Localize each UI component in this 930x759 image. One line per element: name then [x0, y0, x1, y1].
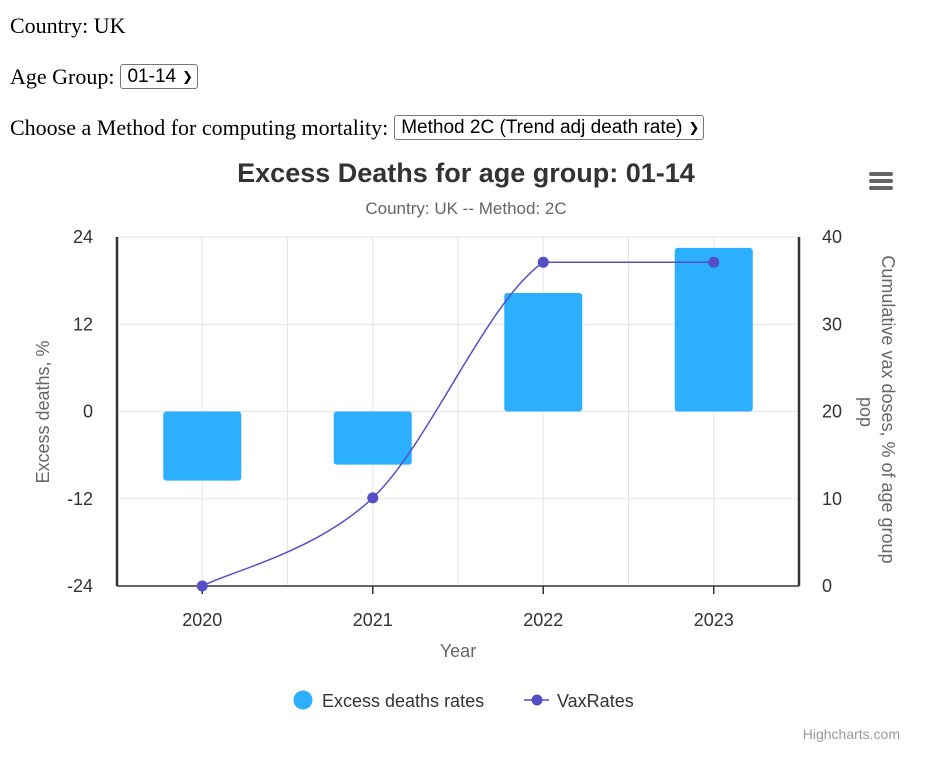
y2-tick-label: 40	[822, 227, 842, 247]
bar-series	[163, 247, 753, 481]
y-tick-label: 0	[83, 402, 93, 422]
axes	[115, 237, 801, 594]
chevron-down-icon: ❯	[182, 69, 193, 85]
y2-tick-label: 10	[822, 489, 842, 509]
y-tick-label: 24	[73, 227, 93, 247]
method-row: Choose a Method for computing mortality:…	[10, 113, 705, 141]
age-group-label: Age Group:	[10, 63, 115, 89]
age-group-value: 01-14	[127, 66, 177, 88]
y2-tick-label: 30	[822, 314, 842, 334]
y-tick-label: -12	[67, 489, 93, 509]
legend: Excess deaths rates VaxRates	[293, 690, 634, 712]
country-label: Country: UK	[10, 12, 126, 38]
x-tick-label: 2021	[353, 610, 393, 630]
vax-point-2021	[367, 492, 379, 504]
chevron-down-icon: ❯	[688, 120, 700, 136]
y-tick-label: -24	[67, 576, 93, 596]
tick-labels: 24 12 0 -12 -24 40 30 20 10 0 2020 2021 2022 2023	[67, 227, 842, 630]
y-axis-label: Excess deaths, %	[33, 340, 53, 483]
y2-axis-label-line1: Cumulative vax doses, % of age group	[878, 255, 898, 563]
y2-axis-label-line2: pop	[856, 397, 876, 427]
legend-label: Excess deaths rates	[322, 691, 484, 711]
legend-item-excess-deaths[interactable]: Excess deaths rates	[293, 690, 485, 712]
bar-2023	[674, 247, 753, 412]
y-tick-label: 12	[73, 314, 93, 334]
y2-axis-label: Cumulative vax doses, % of age group pop	[856, 255, 898, 568]
legend-symbol-marker	[531, 694, 543, 706]
legend-label: VaxRates	[557, 691, 634, 711]
vax-rate-line	[201, 261, 714, 587]
y2-tick-label: 20	[822, 402, 842, 422]
age-group-row: Age Group: 01-14 ❯	[10, 62, 198, 90]
y2-tick-label: 0	[822, 576, 832, 596]
x-tick-label: 2020	[182, 610, 222, 630]
excess-deaths-chart: Excess Deaths for age group: 01-14 Count…	[33, 158, 900, 742]
chart-subtitle: Country: UK -- Method: 2C	[365, 199, 566, 218]
bar-2021	[333, 411, 412, 465]
method-value: Method 2C (Trend adj death rate)	[401, 117, 683, 139]
chart-title: Excess Deaths for age group: 01-14	[237, 158, 695, 188]
x-tick-label: 2023	[694, 610, 734, 630]
age-group-select[interactable]: 01-14 ❯	[120, 64, 198, 90]
method-select[interactable]: Method 2C (Trend adj death rate) ❯	[394, 115, 705, 141]
vax-point-2023	[708, 256, 720, 268]
legend-symbol-circle	[293, 690, 313, 710]
chart-menu-button[interactable]	[868, 170, 894, 192]
bar-2022	[504, 292, 583, 412]
vax-point-2020	[196, 580, 208, 592]
vax-point-2022	[537, 256, 549, 268]
method-label: Choose a Method for computing mortality:	[10, 114, 389, 140]
legend-item-vaxrates[interactable]: VaxRates	[524, 691, 634, 711]
line-series	[196, 256, 720, 592]
bar-2020	[163, 411, 242, 481]
x-axis-label: Year	[440, 641, 476, 661]
credits-link[interactable]: Highcharts.com	[803, 726, 900, 742]
x-tick-label: 2022	[523, 610, 563, 630]
